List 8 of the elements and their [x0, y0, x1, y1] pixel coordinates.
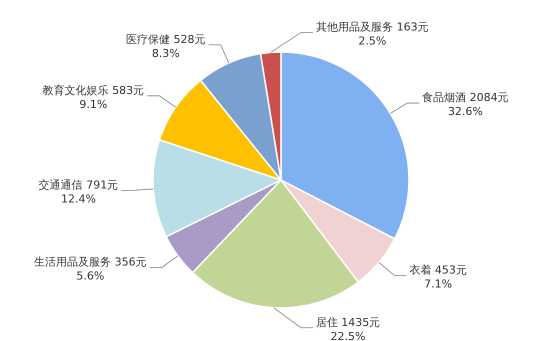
slice-label: 衣着 453元 7.1% — [409, 263, 467, 290]
slice-label: 生活用品及服务 356元 5.6% — [34, 256, 147, 283]
slice-label: 居住 1435元 22.5% — [316, 316, 380, 341]
slice-label: 其他用品及服务 163元 2.5% — [316, 20, 429, 48]
slice-label: 食品烟酒 2084元 32.6% — [422, 91, 509, 118]
slice-label: 医疗保健 528元 8.3% — [126, 32, 206, 60]
slice-label: 交通通信 791元 12.4% — [38, 178, 118, 206]
slice-label: 教育文化娱乐 583元 9.1% — [42, 84, 144, 111]
